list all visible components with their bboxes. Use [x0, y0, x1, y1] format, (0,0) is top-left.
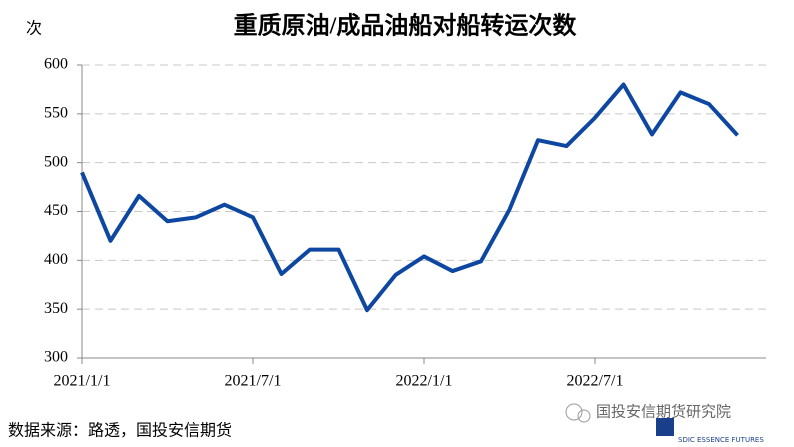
y-tick-label: 350 — [44, 300, 68, 317]
y-tick-label: 450 — [44, 202, 68, 219]
watermark-icon — [565, 403, 591, 423]
y-unit: 次 — [26, 20, 42, 38]
x-tick-label: 2021/7/1 — [225, 373, 282, 390]
x-tick-label: 2021/1/1 — [54, 373, 111, 390]
y-tick-label: 400 — [44, 251, 68, 268]
data-line — [80, 82, 739, 313]
y-tick-label: 500 — [44, 153, 68, 170]
chart-title: 重质原油/成品油船对船转运次数 — [234, 12, 578, 40]
x-tick-label: 2022/7/1 — [567, 373, 624, 390]
watermark: 国投安信期货研究院 — [596, 403, 731, 421]
logo-mark — [656, 418, 674, 436]
y-tick-label: 600 — [44, 56, 68, 73]
y-tick-label: 550 — [44, 105, 68, 122]
source: 数据来源：路透，国投安信期货 — [8, 422, 232, 440]
x-tick-label: 2022/1/1 — [396, 373, 453, 390]
y-tick-label: 300 — [44, 349, 68, 366]
logo-text: SDIC ESSENCE FUTURES — [678, 436, 764, 444]
